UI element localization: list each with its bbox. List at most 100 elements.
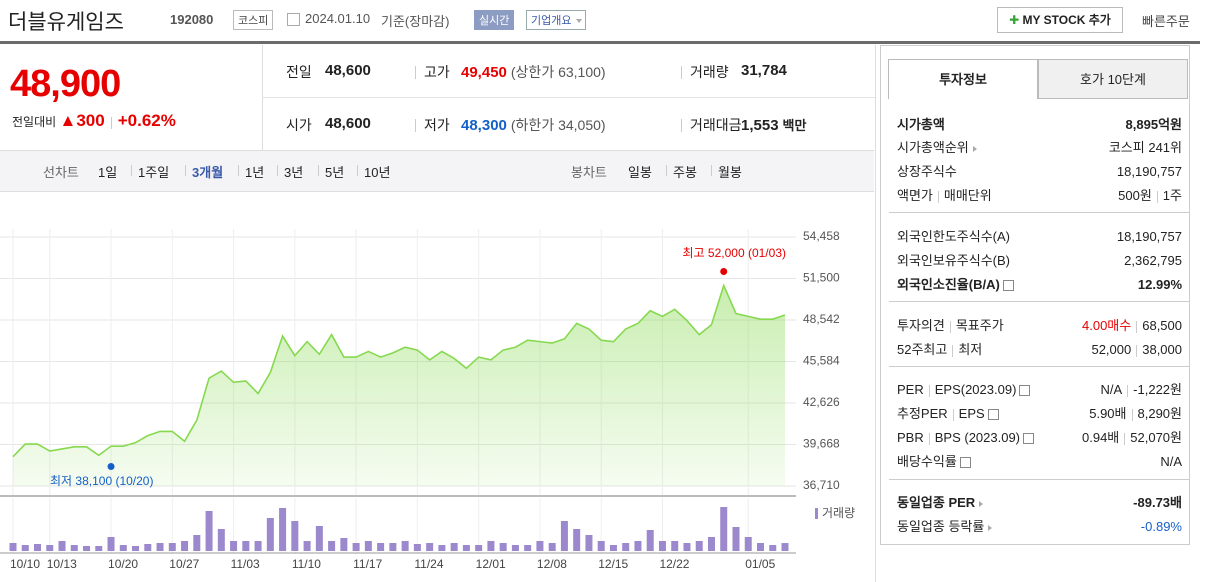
value: 18,190,757 (1116, 229, 1182, 244)
volume-bar (756, 543, 764, 551)
summary-value: 49,450 (상한가 63,100) (461, 62, 606, 82)
candle-button[interactable]: 주봉 (673, 165, 697, 180)
info-value: 52,000 38,000 (1091, 340, 1182, 360)
divider (262, 97, 875, 98)
date: 2024.01.10 (305, 11, 371, 26)
divider (875, 45, 876, 582)
info-value: 8,895억원 (1126, 115, 1182, 135)
info-row: 외국인소진율(B/A) 12.99% (897, 275, 1182, 295)
candle-button[interactable]: 일봉 (628, 165, 652, 180)
info-row: PBR BPS (2023.09) 0.94배 52,070원 (897, 428, 1182, 448)
separator (318, 165, 319, 176)
x-tick-label: 12/15 (598, 557, 628, 571)
legend-label: 거래량 (822, 506, 855, 520)
price-line (12, 283, 786, 458)
separator (681, 119, 682, 132)
info-row: 시가총액 8,895억원 (897, 115, 1182, 135)
tab-active[interactable]: 투자정보 (888, 59, 1038, 99)
calendar-icon (287, 13, 300, 26)
volume-bar (401, 541, 409, 551)
label: 추정PER (897, 406, 948, 421)
info-label: 투자의견 목표주가 (897, 316, 1004, 336)
info-row: PER EPS(2023.09) N/A -1,222원 (897, 380, 1182, 400)
volume-bar (585, 535, 593, 551)
volume-bar (683, 543, 691, 551)
x-tick-label: 12/01 (476, 557, 506, 571)
separator (928, 384, 930, 397)
value: 52,070원 (1130, 430, 1182, 445)
separator (415, 66, 416, 79)
label: PBR (897, 430, 924, 445)
label: 최저 (958, 342, 983, 357)
annotation-marker (107, 462, 115, 470)
period-button[interactable]: 1주일 (138, 165, 170, 180)
summary-value: 48,600 (325, 62, 371, 79)
volume-bar (46, 545, 54, 551)
label: 투자의견 (897, 318, 945, 333)
info-label: 외국인한도주식수(A) (897, 227, 1010, 247)
value: 코스피 241위 (1108, 140, 1182, 155)
separator (238, 165, 239, 176)
separator (1156, 190, 1158, 203)
period-button[interactable]: 3년 (284, 165, 304, 180)
volume-bar (377, 543, 385, 551)
info-value: -89.73배 (1133, 493, 1182, 513)
volume-bar (438, 545, 446, 551)
info-row: 추정PER EPS 5.90배 8,290원 (897, 404, 1182, 424)
y-tick-label: 54,458 (803, 229, 840, 243)
candle-button[interactable]: 월봉 (718, 165, 742, 180)
quick-order[interactable]: 빠른주문 (1142, 14, 1190, 29)
volume-bar (487, 541, 495, 551)
period-button[interactable]: 10년 (364, 165, 391, 180)
tab[interactable]: 호가 10단계 (1038, 59, 1188, 99)
volume-bar (95, 546, 103, 551)
volume-bar (34, 544, 42, 551)
value: 500원 (1118, 188, 1152, 203)
my-stock-button[interactable]: ✚ MY STOCK 추가 (997, 7, 1123, 33)
company-info[interactable]: 기업개요 (526, 10, 586, 30)
separator (185, 165, 186, 176)
x-tick-label: 11/03 (231, 557, 260, 571)
realtime-badge[interactable]: 실시간 (474, 10, 515, 30)
period-button[interactable]: 1년 (245, 165, 265, 180)
info-row: 배당수익률 N/A (897, 452, 1182, 472)
period-button[interactable]: 3개월 (192, 165, 224, 180)
label: 배당수익률 (897, 454, 957, 469)
value: 48,600 (325, 62, 371, 79)
period-button[interactable]: 5년 (325, 165, 345, 180)
y-tick-label: 39,668 (803, 437, 840, 451)
label: EPS(2023.09) (934, 382, 1017, 397)
separator (1131, 408, 1133, 421)
value: 12.99% (1137, 277, 1182, 292)
info-value: 500원 1주 (1118, 186, 1182, 206)
volume-bar (119, 545, 127, 551)
volume-bar (156, 543, 164, 551)
separator (666, 165, 667, 176)
volume-bar (303, 541, 311, 551)
separator (681, 66, 682, 79)
volume-bar (720, 507, 728, 551)
info-row: 상장주식수 18,190,757 (897, 162, 1182, 182)
unit: 백만 (782, 118, 807, 133)
label: 외국인보유주식수(B) (897, 253, 1011, 268)
info-row: 외국인한도주식수(A) 18,190,757 (897, 227, 1182, 247)
summary-value: 1,553 백만 (741, 115, 806, 134)
info-label: 시가총액순위 (897, 138, 977, 158)
summary-label: 거래대금 (690, 117, 742, 133)
volume-bar (707, 537, 715, 551)
info-value: 18,190,757 (1117, 227, 1182, 247)
volume-bar (181, 541, 189, 551)
price-area (13, 285, 785, 486)
volume-bar (671, 541, 679, 551)
label: EPS (958, 406, 985, 421)
period-label: 선차트 (43, 165, 79, 180)
volume-bar (462, 545, 470, 551)
period-button[interactable]: 1일 (98, 165, 118, 180)
info-value: -0.89% (1141, 517, 1182, 537)
volume-bar (83, 546, 91, 551)
info-value: 코스피 241위 (1109, 138, 1182, 158)
value: -1,222원 (1133, 382, 1182, 397)
arrow-icon (972, 145, 977, 152)
change-rate: +0.62% (117, 111, 176, 130)
